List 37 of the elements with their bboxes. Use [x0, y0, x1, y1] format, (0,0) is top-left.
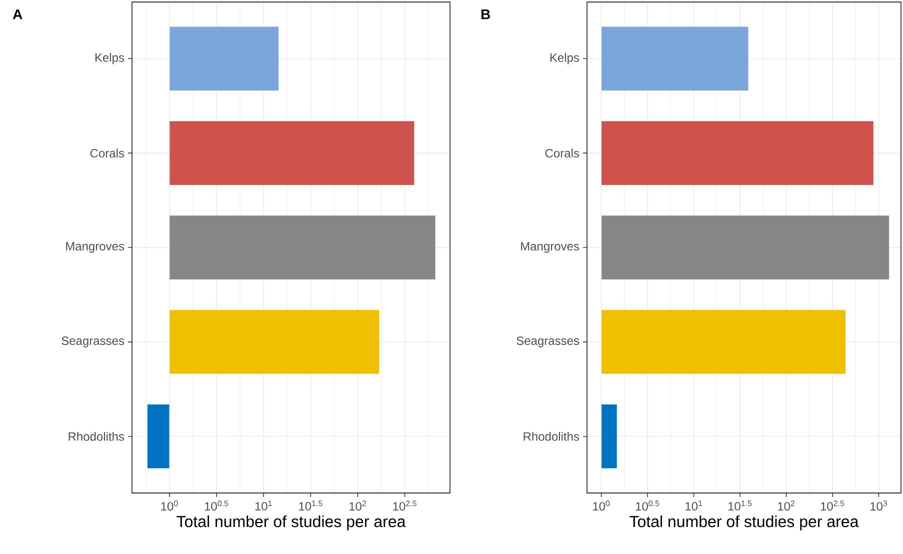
x-tick-label: 10$^{3}$ — [870, 500, 888, 511]
x-tick-label: 10$^{0}$ — [161, 500, 178, 511]
y-tick-label: Kelps — [550, 53, 580, 64]
x-tick-label: 10$^{1}$ — [255, 500, 272, 510]
text: A — [12, 10, 22, 20]
bar — [601, 404, 618, 469]
x-tick-label: 10$^{2}$ — [778, 500, 795, 511]
y-tick-label: Rhodoliths — [524, 432, 580, 441]
x-tick-label: 10$^{1.5}$ — [728, 500, 752, 510]
chart-title: B — [481, 10, 490, 20]
x-tick-label: 10$^{0.5}$ — [636, 500, 660, 511]
y-tick-label: Corals — [90, 148, 124, 158]
bar — [146, 404, 170, 469]
bar — [601, 215, 890, 280]
bar — [169, 215, 436, 280]
x-tick-label: 10$^{2}$ — [350, 500, 366, 511]
x-tick-label: 10$^{0}$ — [593, 500, 610, 511]
bar — [601, 26, 749, 91]
x-axis-title: Total number of studies per area — [176, 515, 406, 530]
x-tick-label: 10$^{1}$ — [686, 500, 702, 510]
x-axis-title: Total number of studies per area — [630, 515, 859, 530]
y-tick-label: Kelps — [95, 53, 124, 64]
bar — [169, 120, 415, 186]
y-tick-label: Rhodoliths — [68, 432, 124, 441]
y-tick-label: Seagrasses — [62, 336, 124, 348]
y-tick-label: Mangroves — [66, 242, 124, 253]
bar — [169, 310, 380, 374]
bar — [601, 120, 874, 186]
y-tick-label: Seagrasses — [516, 336, 580, 348]
x-tick-label: 10$^{1.5}$ — [299, 500, 322, 510]
y-tick-label: Mangroves — [521, 242, 580, 253]
y-tick-label: Corals — [545, 148, 580, 158]
bar — [169, 26, 279, 91]
x-tick-label: 10$^{2.5}$ — [393, 500, 416, 511]
x-tick-label: 10$^{0.5}$ — [204, 500, 228, 511]
bar — [601, 310, 846, 374]
x-tick-label: 10$^{2.5}$ — [820, 500, 844, 511]
